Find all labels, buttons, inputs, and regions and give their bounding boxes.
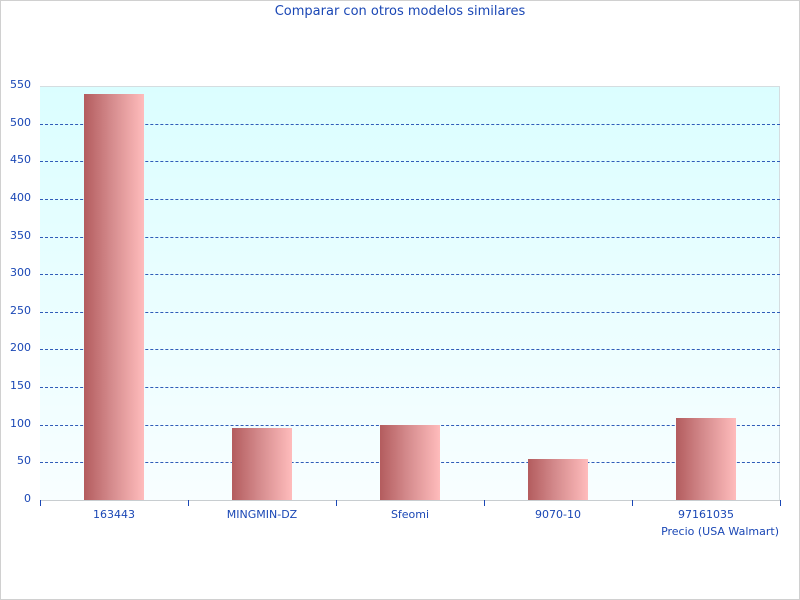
y-tick-label: 250: [10, 304, 31, 317]
y-tick-label: 200: [10, 341, 31, 354]
gridline: [40, 237, 780, 238]
y-tick-label: 50: [17, 454, 31, 467]
gridline: [40, 161, 780, 162]
gridline: [40, 199, 780, 200]
y-tick-label: 100: [10, 417, 31, 430]
y-tick-label: 500: [10, 116, 31, 129]
x-tick: [336, 500, 337, 506]
x-tick: [780, 500, 781, 506]
bar-mingmin-dz[interactable]: [232, 428, 292, 500]
gridline: [40, 387, 780, 388]
x-tick-label: 97161035: [678, 508, 734, 521]
gridline: [40, 312, 780, 313]
gridline: [40, 274, 780, 275]
x-axis-title: Precio (USA Walmart): [661, 525, 779, 538]
y-tick-label: 400: [10, 191, 31, 204]
bar-163443[interactable]: [84, 94, 144, 500]
x-tick-label: 163443: [93, 508, 135, 521]
bar-sfeomi[interactable]: [380, 425, 440, 500]
x-tick: [40, 500, 41, 506]
y-tick-label: 0: [24, 492, 31, 505]
y-tick-label: 550: [10, 78, 31, 91]
y-tick-label: 150: [10, 379, 31, 392]
y-tick-label: 300: [10, 266, 31, 279]
bar-9070-10[interactable]: [528, 459, 588, 500]
x-tick: [484, 500, 485, 506]
x-tick-label: Sfeomi: [390, 508, 430, 521]
gridline: [40, 349, 780, 350]
y-tick-label: 450: [10, 153, 31, 166]
x-axis-line: [40, 500, 780, 501]
bar-97161035[interactable]: [676, 418, 736, 500]
x-tick: [632, 500, 633, 506]
x-tick: [188, 500, 189, 506]
gridline: [40, 124, 780, 125]
x-tick-label: 9070-10: [535, 508, 581, 521]
y-tick-label: 350: [10, 229, 31, 242]
x-tick-label: MINGMIN-DZ: [226, 508, 298, 521]
chart-title: Comparar con otros modelos similares: [274, 4, 526, 19]
